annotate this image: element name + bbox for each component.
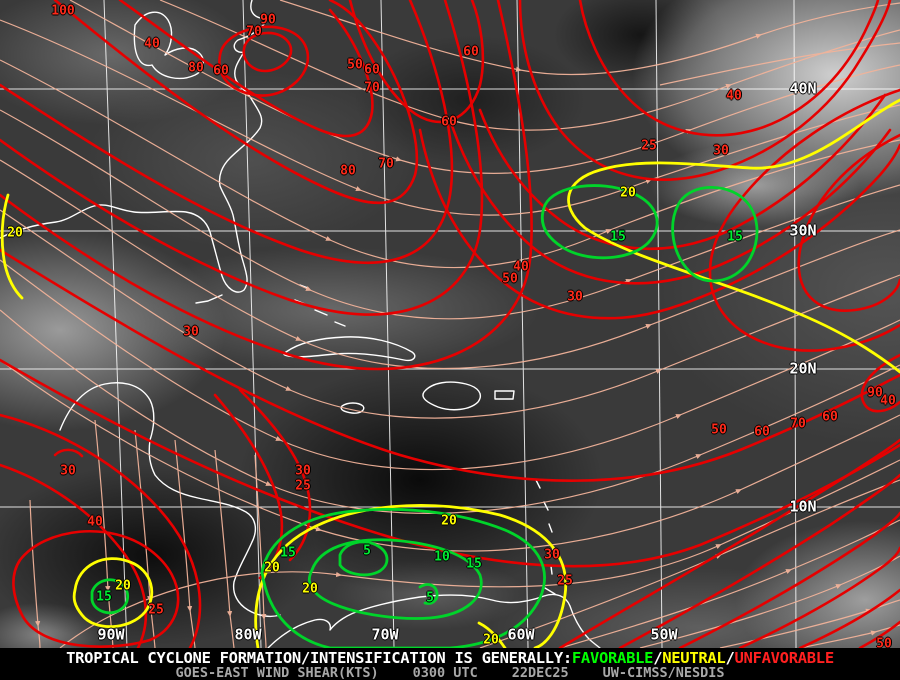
contour-value-label: 70: [246, 24, 262, 40]
contour-value-label: 25: [641, 138, 657, 154]
bahamas-outline: [294, 284, 346, 327]
contour-value-label: 50: [502, 271, 518, 287]
contour-value-label: 50: [711, 422, 727, 438]
contour-value-label: 20: [7, 225, 23, 241]
contour-value-label: 60: [441, 114, 457, 130]
contour-value-label: 20: [115, 578, 131, 594]
contour-value-label: 20: [302, 581, 318, 597]
contour-value-label: 25: [295, 478, 311, 494]
valid-time: 0300 UTC: [412, 665, 478, 680]
satellite-map: 90W 80W 70W 60W 50W 40N 30N 20N 10N 100 90 70 40 80 60…: [0, 0, 900, 652]
yucatan-central-america-outline: [59, 382, 281, 618]
latitude-label: 20N: [789, 359, 817, 378]
favorable-label: FAVORABLE: [571, 649, 654, 667]
credit: UW-CIMSS/NESDIS: [602, 665, 725, 680]
contour-value-label: 20: [483, 632, 499, 648]
neutral-label: NEUTRAL: [662, 649, 726, 667]
longitude-label: 60W: [507, 625, 535, 644]
contour-value-label: 30: [295, 463, 311, 479]
florida-keys-outline: [195, 294, 223, 304]
contour-value-label: 80: [340, 163, 356, 179]
longitude-label: 70W: [371, 625, 399, 644]
legend-banner: TROPICAL CYCLONE FORMATION/INTENSIFICATI…: [0, 648, 900, 680]
latitude-label: 30N: [789, 221, 817, 240]
red-shear-contours: [0, 0, 900, 648]
contour-value-label: 20: [620, 185, 636, 201]
contour-value-label: 30: [544, 547, 560, 563]
separator-2: /: [725, 649, 735, 667]
contour-value-label: 15: [610, 229, 626, 245]
valid-date: 22DEC25: [511, 665, 569, 680]
unfavorable-label: UNFAVORABLE: [734, 649, 835, 667]
contour-value-label: 100: [51, 3, 75, 19]
contour-value-label: 40: [144, 36, 160, 52]
contour-value-label: 40: [87, 514, 103, 530]
contour-value-label: 25: [148, 602, 164, 618]
contour-value-label: 20: [264, 560, 280, 576]
contour-value-label: 50: [876, 636, 892, 652]
product-info-line: GOES-EAST WIND SHEAR(KTS) 0300 UTC 22DEC…: [0, 665, 900, 680]
longitude-label: 50W: [650, 625, 678, 644]
great-lakes-outline: [133, 11, 204, 80]
contour-value-label: 30: [60, 463, 76, 479]
contour-value-label: 30: [183, 324, 199, 340]
longitude-label: 90W: [97, 625, 125, 644]
contour-value-label: 15: [466, 556, 482, 572]
separator-1: /: [653, 649, 663, 667]
map-vector-layer: [0, 0, 900, 648]
contour-value-label: 60: [364, 62, 380, 78]
contour-value-label: 20: [441, 513, 457, 529]
contour-value-label: 80: [188, 60, 204, 76]
latitude-label: 10N: [789, 497, 817, 516]
contour-value-label: 30: [713, 143, 729, 159]
contour-value-label: 70: [378, 156, 394, 172]
contour-value-label: 5: [363, 543, 371, 559]
south-america-coast-outline: [267, 593, 601, 648]
contour-value-label: 60: [822, 409, 838, 425]
contour-value-label: 70: [790, 416, 806, 432]
contour-value-label: 60: [463, 44, 479, 60]
contour-value-label: 90: [867, 385, 883, 401]
contour-value-label: 15: [96, 589, 112, 605]
contour-value-label: 40: [880, 393, 896, 409]
statement-text: TROPICAL CYCLONE FORMATION/INTENSIFICATI…: [66, 649, 572, 667]
contour-value-label: 90: [260, 12, 276, 28]
contour-value-label: 40: [726, 88, 742, 104]
contour-value-label: 30: [567, 289, 583, 305]
contour-value-label: 40: [513, 259, 529, 275]
contour-value-label: 10: [434, 549, 450, 565]
contour-value-label: 15: [727, 229, 743, 245]
contour-value-label: 25: [557, 573, 573, 589]
formation-statement-line: TROPICAL CYCLONE FORMATION/INTENSIFICATI…: [0, 649, 900, 667]
contour-value-label: 50: [347, 57, 363, 73]
product-name: GOES-EAST WIND SHEAR(KTS): [175, 665, 379, 680]
latitude-label: 40N: [789, 79, 817, 98]
hispaniola-outline: [422, 381, 482, 411]
contour-value-label: 15: [280, 545, 296, 561]
coastlines: [0, 0, 601, 648]
contour-value-label: 60: [754, 424, 770, 440]
contour-value-label: 5: [426, 590, 434, 606]
green-shear-contours: [90, 184, 759, 648]
puerto-rico-outline: [494, 390, 515, 400]
contour-value-label: 70: [364, 80, 380, 96]
contour-value-label: 60: [213, 63, 229, 79]
wind-streamlines: [0, 0, 900, 648]
yellow-shear-contours: [0, 98, 900, 648]
longitude-label: 80W: [234, 625, 262, 644]
